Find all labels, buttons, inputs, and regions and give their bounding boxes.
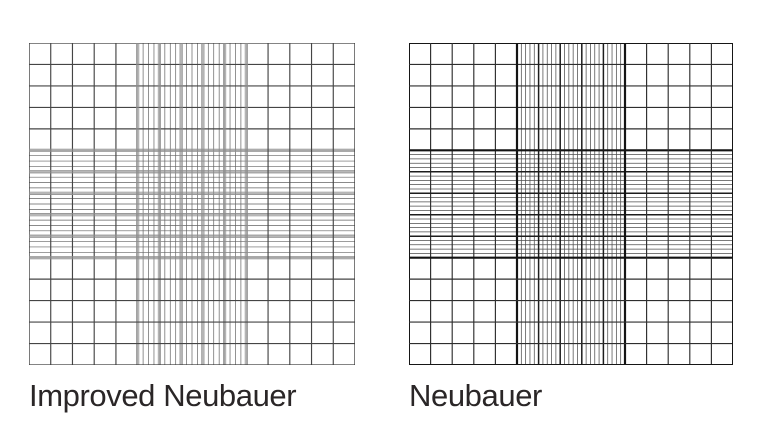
neubauer-grid-svg: [409, 43, 733, 365]
improved-neubauer-grid-svg: [29, 43, 355, 365]
neubauer-label: Neubauer: [409, 378, 542, 413]
improved-neubauer-grid: [29, 43, 355, 365]
neubauer-grid: [409, 43, 733, 365]
improved-neubauer-label: Improved Neubauer: [29, 378, 297, 413]
